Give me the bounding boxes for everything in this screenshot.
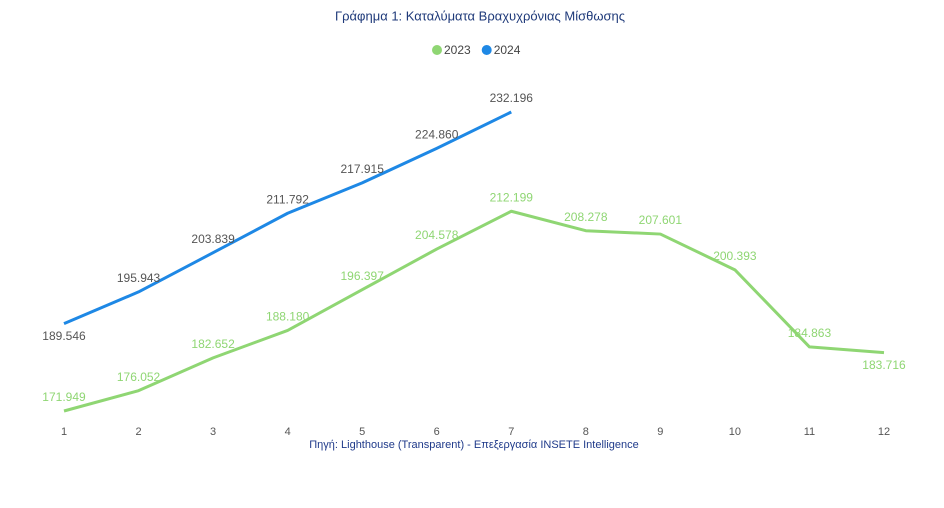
data-label: 217.915 — [340, 162, 384, 176]
data-label: 200.393 — [713, 249, 757, 263]
data-label: 208.278 — [564, 210, 608, 224]
data-label: 196.397 — [340, 269, 384, 283]
legend-marker — [481, 45, 492, 55]
x-tick-label: 7 — [508, 426, 514, 438]
chart-title: Γράφημα 1: Καταλύματα Βραχυχρόνιας Μίσθω… — [335, 8, 625, 23]
x-tick-label: 6 — [434, 426, 440, 438]
data-label: 176.052 — [117, 370, 161, 384]
x-tick-label: 8 — [583, 426, 589, 438]
x-tick-label: 10 — [729, 426, 741, 438]
data-label: 189.546 — [42, 329, 86, 343]
line — [63, 209, 885, 413]
line — [63, 110, 512, 326]
data-label: 188.180 — [266, 310, 310, 324]
x-tick-label: 9 — [657, 426, 663, 438]
data-label: 211.792 — [266, 192, 309, 206]
data-label: 184.863 — [788, 326, 832, 340]
data-label: 171.949 — [42, 390, 86, 404]
x-tick-label: 5 — [359, 426, 365, 438]
data-label: 204.578 — [415, 228, 459, 242]
data-label: 195.943 — [117, 271, 161, 285]
source-note: Πηγή: Lighthouse (Transparent) - Επεξεργ… — [309, 439, 639, 451]
legend-label: 2024 — [494, 43, 521, 57]
data-label: 183.716 — [862, 358, 906, 372]
x-tick-label: 3 — [210, 426, 216, 438]
x-tick-label: 2 — [135, 426, 141, 438]
x-tick-label: 12 — [878, 426, 890, 438]
x-tick-label: 4 — [285, 426, 291, 438]
data-label: 182.652 — [191, 337, 235, 351]
x-tick-label: 11 — [804, 426, 815, 438]
x-tick-label: 1 — [61, 426, 67, 438]
data-label: 203.839 — [191, 232, 235, 246]
data-label: 212.199 — [490, 190, 534, 204]
legend-label: 2023 — [444, 43, 471, 57]
data-label: 224.860 — [415, 128, 459, 142]
data-label: 207.601 — [639, 213, 683, 227]
legend-marker — [432, 45, 442, 55]
data-label: 232.196 — [490, 91, 534, 105]
